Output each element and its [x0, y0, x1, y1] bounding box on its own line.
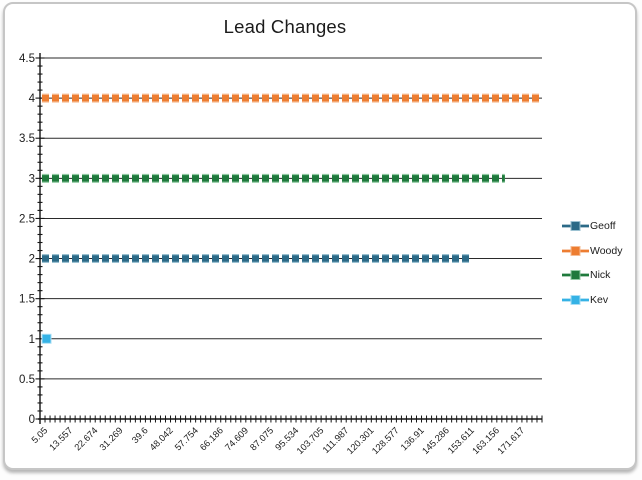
- x-axis-label: 171.617: [495, 425, 526, 456]
- legend-marker-icon: [562, 294, 589, 305]
- x-axis-label: 103.705: [295, 425, 326, 456]
- chart-legend: Geoff Woody Nick Kev: [562, 219, 623, 307]
- x-axis-label: 13.557: [47, 425, 74, 452]
- x-axis-label: 31.269: [98, 425, 125, 452]
- x-axis-label: 87.075: [248, 425, 275, 452]
- series-point-kev: [41, 333, 52, 344]
- legend-label: Kev: [590, 293, 609, 306]
- legend-label: Nick: [590, 269, 611, 281]
- legend-label: Geoff: [590, 220, 616, 232]
- x-axis-label: 39.6: [130, 425, 150, 445]
- x-axis-label: 57.754: [173, 425, 200, 452]
- x-axis-label: 22.674: [72, 425, 99, 452]
- legend-label: Woody: [590, 244, 623, 257]
- x-axis-label: 66.186: [198, 425, 225, 452]
- y-axis-label: 0.5: [19, 374, 35, 386]
- legend-item-woody: Woody: [562, 244, 623, 258]
- legend-item-geoff: Geoff: [562, 219, 623, 233]
- legend-marker-icon: [562, 221, 589, 231]
- x-axis-label: 5.05: [30, 425, 50, 445]
- chart-title: Lead Changes: [223, 16, 347, 37]
- legend-item-nick: Nick: [562, 268, 623, 282]
- y-axis-label: 4.5: [19, 53, 35, 65]
- y-axis-label: 2: [29, 254, 35, 266]
- x-axis-label: 128.577: [370, 425, 401, 456]
- x-axis-label: 74.609: [223, 425, 250, 452]
- chart-window-frame: Lead Changes 5.05 13.557 22.674 31.269 39.6 4…: [3, 2, 637, 470]
- x-axis-label: 48.042: [148, 425, 175, 452]
- y-axis-label: 2.5: [19, 213, 35, 225]
- legend-item-kev: Kev: [562, 293, 623, 307]
- y-axis-label: 4: [29, 93, 36, 105]
- y-axis-label: 3: [29, 173, 35, 185]
- legend-marker-icon: [562, 270, 589, 280]
- y-axis-label: 1: [29, 334, 35, 346]
- legend-marker-icon: [562, 245, 589, 256]
- y-axis-label: 1.5: [19, 294, 35, 306]
- y-axis-label: 0: [29, 414, 35, 426]
- y-axis-label: 3.5: [19, 133, 35, 145]
- x-axis-label: 145.286: [420, 425, 451, 456]
